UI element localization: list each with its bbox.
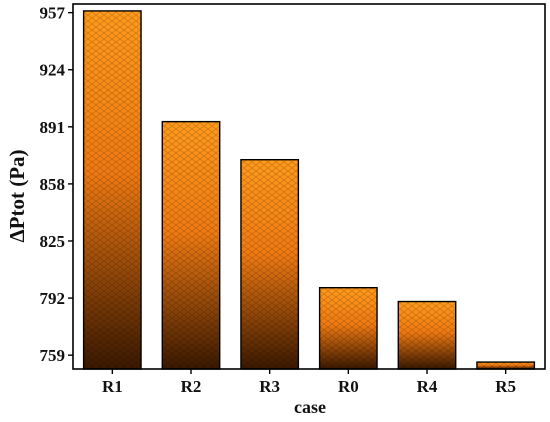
y-tick-label: 957 (40, 4, 66, 23)
bar-pattern (240, 158, 300, 370)
bar-pattern (397, 300, 457, 370)
x-tick-label: R2 (181, 377, 202, 396)
bar-r4 (397, 300, 457, 370)
bar-pattern (318, 286, 378, 370)
bar-pattern (161, 120, 221, 370)
bar-pattern (82, 10, 142, 370)
bar-r5 (476, 361, 536, 370)
bars-group (82, 10, 536, 370)
bar-r3 (240, 158, 300, 370)
bar-r1 (82, 10, 142, 370)
x-tick-label: R3 (259, 377, 280, 396)
bar-r2 (161, 120, 221, 370)
x-tick-label: R0 (338, 377, 359, 396)
y-tick-label: 924 (40, 61, 66, 80)
x-axis-ticks: R1 R2 R3 R0 R4 R5 (102, 369, 516, 396)
y-tick-label: 858 (40, 175, 66, 194)
y-tick-label: 759 (40, 346, 66, 365)
bar-pattern (476, 361, 536, 370)
plot-frame (72, 3, 546, 370)
y-axis-ticks: 759 792 825 858 891 924 957 (40, 4, 73, 365)
y-tick-label: 825 (40, 232, 66, 251)
x-tick-label: R4 (417, 377, 438, 396)
y-tick-label: 891 (40, 118, 66, 137)
y-axis-label: ΔPtot (Pa) (5, 149, 29, 242)
x-axis-label: case (294, 397, 326, 417)
y-tick-label: 792 (40, 289, 66, 308)
x-tick-label: R5 (495, 377, 516, 396)
bar-r0 (318, 286, 378, 370)
x-tick-label: R1 (102, 377, 123, 396)
axes-group (72, 3, 546, 370)
